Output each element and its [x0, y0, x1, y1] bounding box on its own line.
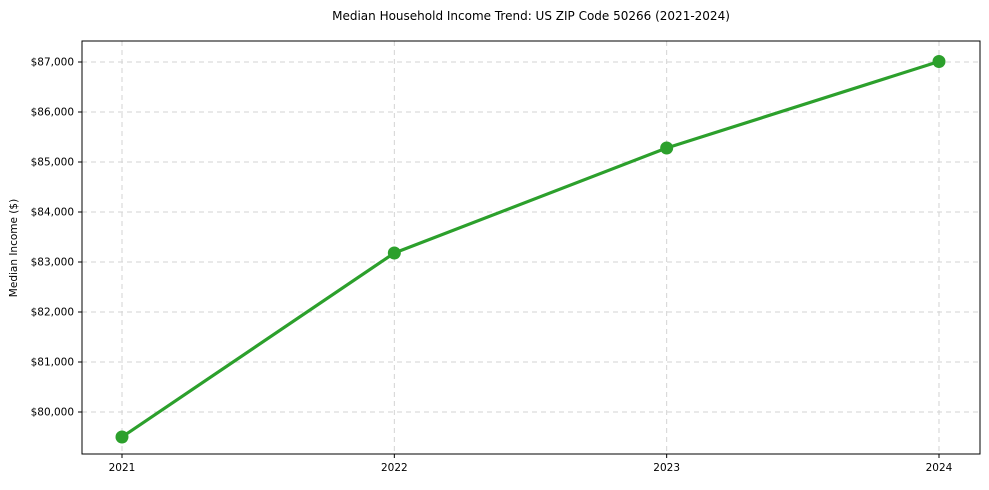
x-tick-label: 2022 — [381, 462, 408, 474]
data-point-marker — [660, 141, 674, 155]
y-tick-label: $85,000 — [31, 157, 74, 169]
y-tick-label: $83,000 — [31, 257, 74, 269]
y-tick-label: $84,000 — [31, 207, 74, 219]
y-tick-label: $82,000 — [31, 307, 74, 319]
plot-border — [81, 40, 981, 455]
y-tick-label: $87,000 — [31, 57, 74, 69]
y-axis-label: Median Income ($) — [8, 198, 20, 298]
y-tick-label: $80,000 — [31, 407, 74, 419]
data-point-marker — [932, 55, 946, 68]
y-tick-label: $81,000 — [31, 357, 74, 369]
chart-title: Median Household Income Trend: US ZIP Co… — [332, 9, 730, 23]
data-point-marker — [115, 430, 129, 444]
x-tick-label: 2024 — [926, 462, 953, 474]
x-tick-label: 2021 — [109, 462, 136, 474]
trend-line — [120, 59, 941, 439]
x-tick-label: 2023 — [653, 462, 680, 474]
data-point-marker — [387, 246, 401, 260]
y-tick-label: $86,000 — [31, 107, 74, 119]
